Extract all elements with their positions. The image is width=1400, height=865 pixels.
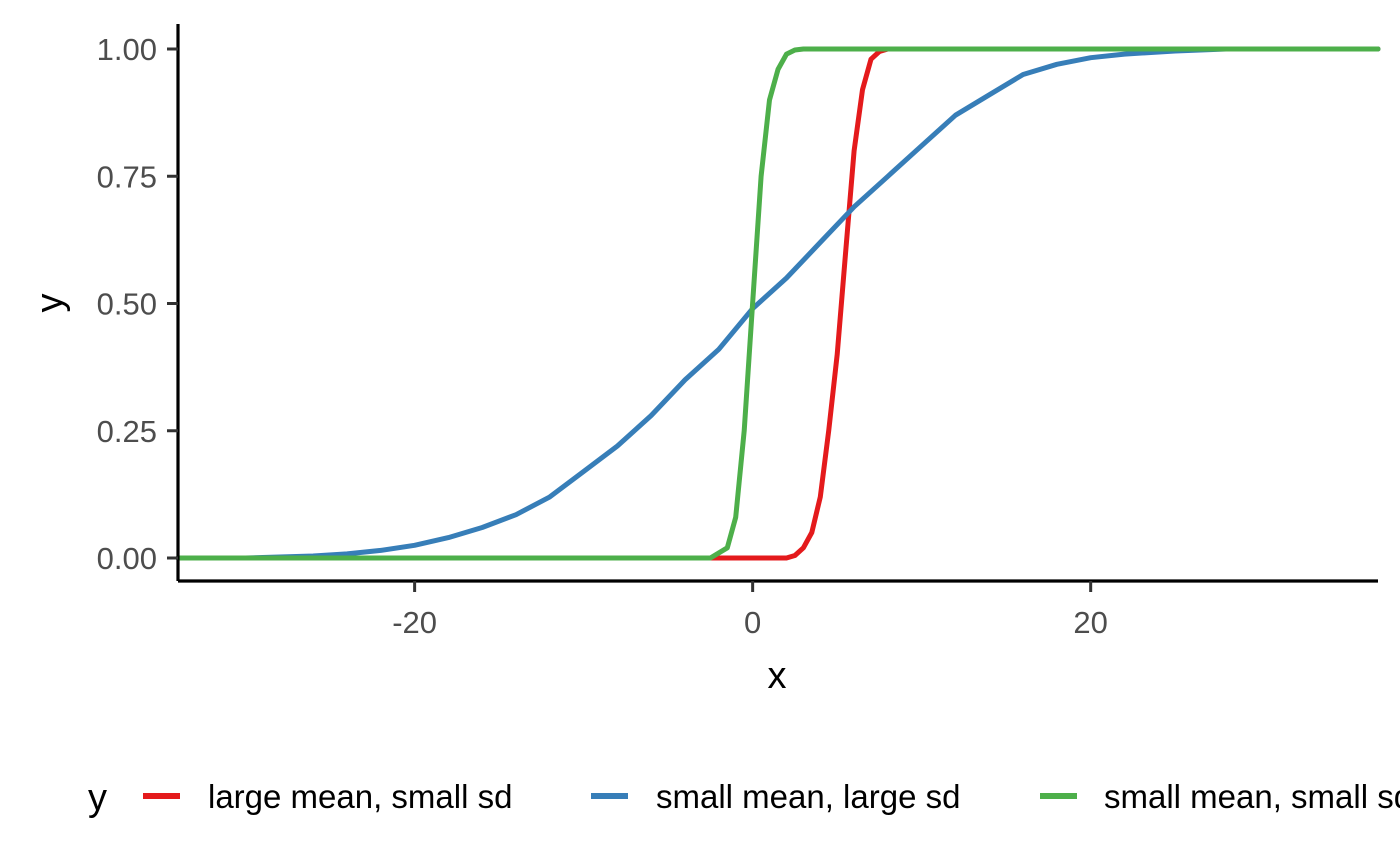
legend-label-large-mean-small-sd: large mean, small sd	[208, 778, 512, 815]
y-tick-label: 0.00	[97, 541, 157, 576]
legend-label-small-mean-small-sd: small mean, small sd	[1104, 778, 1400, 815]
x-tick-label: 0	[744, 605, 761, 640]
x-tick-label: -20	[392, 605, 437, 640]
legend-label-small-mean-large-sd: small mean, large sd	[656, 778, 960, 815]
series-line-large-mean-small-sd	[699, 46, 1381, 561]
series-line-small-mean-small-sd	[175, 46, 1381, 561]
x-axis-title: x	[768, 655, 787, 697]
y-ticks: 0.00 0.25 0.50 0.75 1.00	[97, 32, 178, 576]
y-tick-label: 0.50	[97, 287, 157, 322]
x-tick-label: 20	[1073, 605, 1107, 640]
y-tick-label: 0.25	[97, 414, 157, 449]
y-tick-label: 1.00	[97, 32, 157, 67]
series-layer	[175, 46, 1381, 561]
y-axis-title: y	[29, 294, 71, 313]
series-line-small-mean-large-sd	[175, 46, 1381, 561]
legend-title: y	[88, 777, 107, 819]
x-ticks: -20 0 20	[392, 581, 1108, 640]
y-tick-label: 0.75	[97, 159, 157, 194]
legend: y large mean, small sd small mean, large…	[88, 777, 1400, 819]
